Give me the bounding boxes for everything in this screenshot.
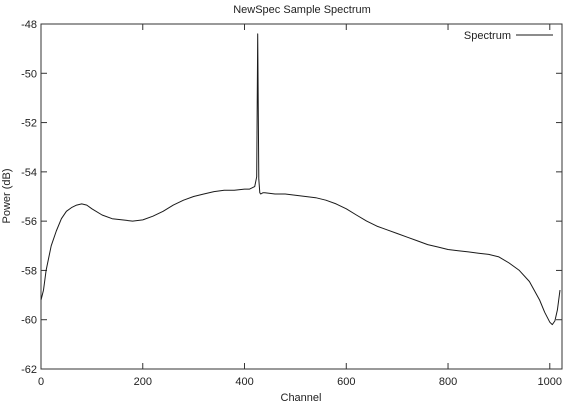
y-tick-label: -50 (21, 68, 37, 80)
x-tick-label: 200 (134, 376, 152, 388)
y-tick-label: -52 (21, 118, 37, 130)
y-tick-label: -60 (21, 315, 37, 327)
y-tick-label: -48 (21, 19, 37, 31)
series-line-spectrum (40, 33, 561, 326)
x-tick-label: 1000 (538, 376, 562, 388)
y-tick-label: -58 (21, 265, 37, 277)
x-tick-label: 600 (337, 376, 355, 388)
y-tick-label: -62 (21, 364, 37, 376)
plot-frame (40, 23, 563, 370)
y-tick-label: -56 (21, 216, 37, 228)
legend: Spectrum (464, 30, 553, 42)
chart-title: NewSpec Sample Spectrum (233, 4, 371, 16)
x-tick-label: 400 (235, 376, 253, 388)
y-tick-label: -54 (21, 167, 37, 179)
series-layer (40, 33, 561, 326)
x-tick-label: 800 (439, 376, 457, 388)
x-tick-label: 0 (38, 376, 44, 388)
ticks-layer: 0 200 400 600 800 1000 -62 -60 -58 -56 -54 -52 -50 -4… (21, 19, 562, 388)
y-axis-label: Power (dB) (1, 168, 13, 223)
legend-label: Spectrum (464, 30, 511, 42)
x-axis-label: Channel (281, 392, 322, 404)
